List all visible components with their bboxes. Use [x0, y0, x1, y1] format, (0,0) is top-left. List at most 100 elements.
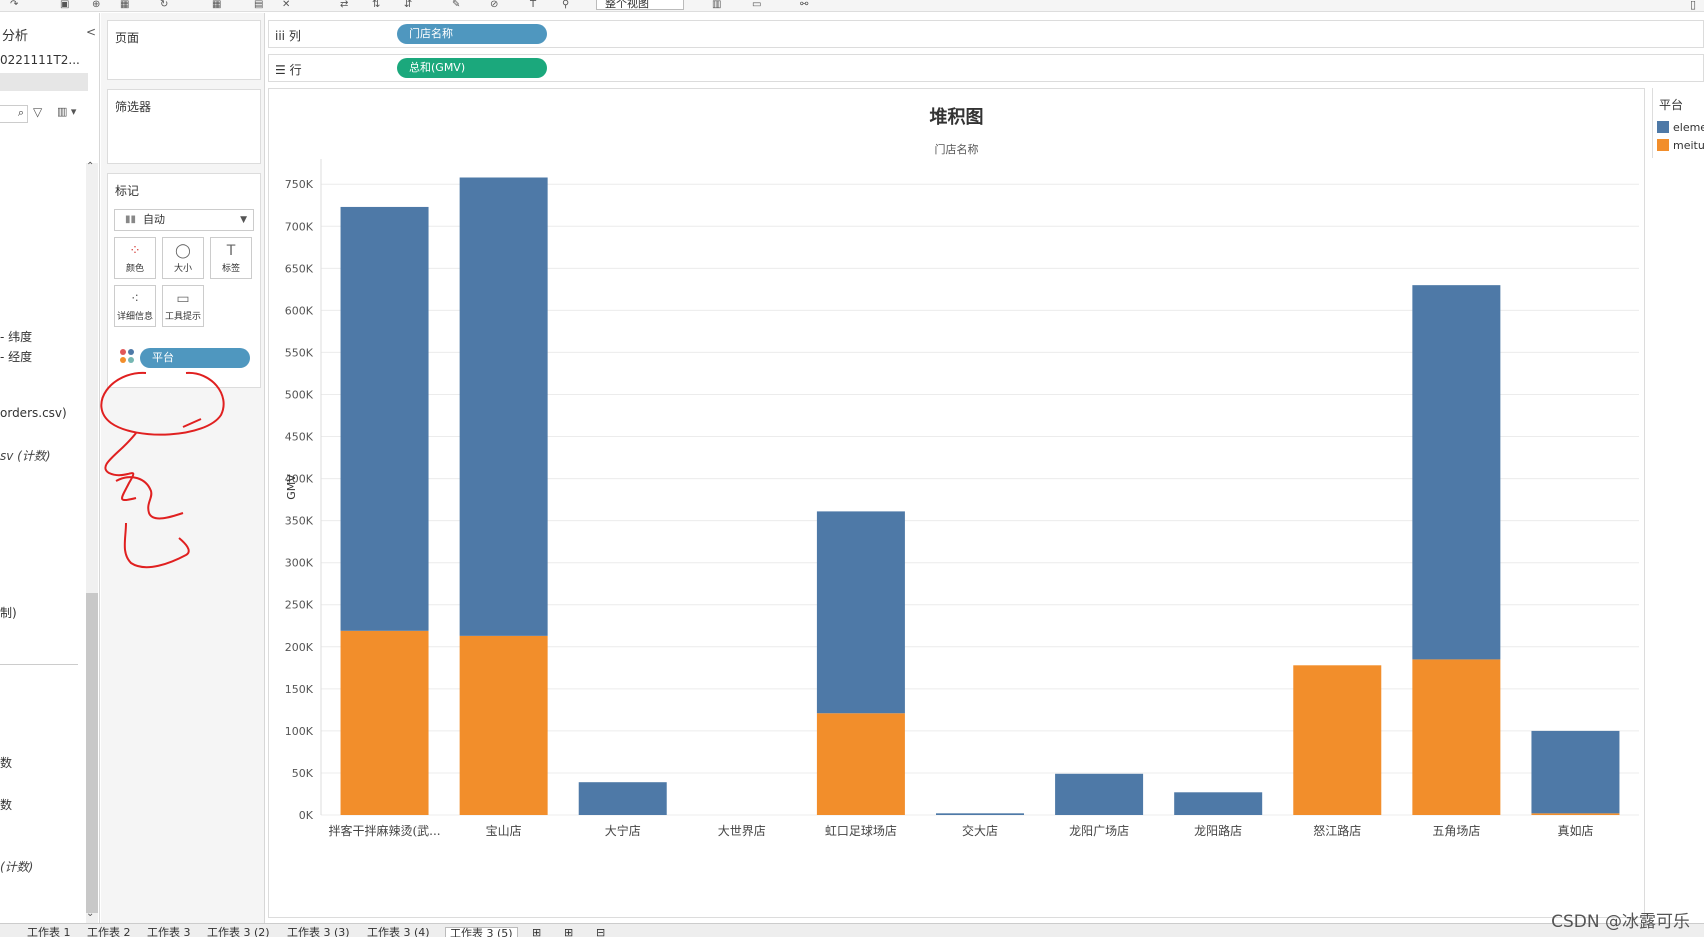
y-tick-label: 250K [285, 599, 314, 612]
bar-segment-meituan [1412, 659, 1501, 815]
columns-shelf[interactable]: iii 列 门店名称 [268, 20, 1704, 48]
pages-card[interactable]: 页面 [107, 20, 261, 80]
size-icon: ◯ [175, 243, 191, 259]
chart-view[interactable]: 堆积图 门店名称 0K 50K 100K 150K 200K 250K 300K 350K 40… [268, 88, 1645, 918]
columns-pill[interactable]: 门店名称 [397, 24, 547, 44]
divider [0, 664, 78, 665]
y-tick-label: 200K [285, 641, 314, 654]
data-pane-title[interactable]: 分析 [2, 29, 29, 44]
new-sheet-icon[interactable]: ▦ [120, 0, 130, 10]
tooltip-button[interactable]: ▭ 工具提示 [162, 285, 204, 327]
chart-column-header: 门店名称 [934, 143, 979, 156]
sheet-tabs: 工作表 1 工作表 2 工作表 3 工作表 3 (2) 工作表 3 (3) 工作… [0, 923, 1704, 937]
show-cards-icon[interactable]: ▥ [712, 0, 722, 10]
field-item[interactable]: - 纬度 [0, 330, 33, 344]
redo-icon[interactable]: ↷ [10, 0, 19, 10]
fit-view-dropdown[interactable]: 整个视图 [596, 0, 684, 10]
x-tick-label: 宝山店 [486, 824, 522, 838]
field-item[interactable]: - 经度 [0, 350, 33, 364]
duplicate-icon[interactable]: ▤ [254, 0, 264, 10]
chevron-down-icon: ▼ [240, 215, 247, 225]
highlight-icon[interactable]: ✎ [452, 0, 461, 10]
columns-shelf-label: iii 列 [275, 27, 301, 44]
columns-label: 列 [288, 29, 301, 43]
filters-card-title: 筛选器 [115, 100, 152, 114]
sheet-tab[interactable]: 工作表 3 (3) [287, 926, 350, 937]
label-icon: T [226, 243, 236, 259]
rows-shelf[interactable]: ☰ 行 总和(GMV) [268, 54, 1704, 82]
y-tick-label: 300K [285, 557, 314, 570]
color-field-pill[interactable]: 平台 [140, 348, 250, 368]
x-tick-label: 龙阳广场店 [1069, 824, 1129, 838]
legend-item-meituan[interactable]: meituan [1657, 139, 1704, 152]
y-tick-label: 400K [285, 473, 314, 486]
rows-pill[interactable]: 总和(GMV) [397, 58, 547, 78]
view-options-icon[interactable]: ▥ ▾ [57, 105, 77, 118]
save-icon[interactable]: ▣ [60, 0, 70, 10]
presentation-icon[interactable]: ▭ [752, 0, 762, 10]
refresh-icon[interactable]: ↻ [160, 0, 169, 10]
legend[interactable]: 平台 eleme meituan [1652, 88, 1704, 158]
new-sheet-tab-icon[interactable]: ⊞ [532, 926, 542, 937]
sort-asc-icon[interactable]: ⇅ [372, 0, 381, 10]
field-item[interactable]: 数 [0, 756, 13, 770]
sheet-tab[interactable]: 工作表 3 (2) [207, 926, 270, 937]
legend-label: eleme [1673, 121, 1704, 134]
sheet-tab[interactable]: 工作表 3 (4) [367, 926, 430, 937]
rows-icon: ☰ [275, 63, 286, 77]
bar-segment-meituan [459, 635, 548, 815]
legend-title: 平台 [1659, 98, 1684, 112]
share-icon[interactable]: ⚯ [800, 0, 809, 10]
y-tick-label: 500K [285, 388, 314, 401]
sheet-tab[interactable]: 工作表 3 [147, 926, 191, 937]
field-item[interactable]: (计数) [0, 860, 34, 874]
detail-button[interactable]: ⁖ 详细信息 [114, 285, 156, 327]
bar-segment-eleme [340, 206, 429, 631]
chart-title: 堆积图 [929, 107, 984, 128]
y-tick-label: 150K [285, 683, 314, 696]
sheet-tab-active[interactable]: 工作表 3 (5) [445, 927, 518, 937]
datasource-name[interactable]: 0221111T2... [0, 53, 80, 67]
chart-svg: 0K 50K 100K 150K 200K 250K 300K 350K 400K 450K 500… [285, 159, 1639, 838]
search-icon[interactable]: ⌕ [0, 105, 28, 123]
sheet-tab[interactable]: 工作表 1 [27, 926, 71, 937]
mark-type-dropdown[interactable]: ▮▮ 自动 ▼ [114, 209, 254, 231]
field-item[interactable]: sv (计数) [0, 449, 51, 463]
tooltip-icon: ▭ [176, 291, 190, 307]
bar-segment-eleme [1412, 285, 1501, 660]
label-button[interactable]: T 标签 [210, 237, 252, 279]
y-tick-label: 100K [285, 725, 314, 738]
new-datasource-icon[interactable]: ⊕ [92, 0, 101, 10]
new-worksheet-icon[interactable]: ▦ [212, 0, 222, 10]
clear-icon[interactable]: ✕ [282, 0, 291, 10]
field-item[interactable]: orders.csv) [0, 406, 67, 420]
field-item[interactable]: 数 [0, 798, 13, 812]
bar-segment-meituan [340, 630, 429, 815]
y-tick-label: 50K [292, 767, 314, 780]
size-button[interactable]: ◯ 大小 [162, 237, 204, 279]
color-button[interactable]: ⁘ 颜色 [114, 237, 156, 279]
scrollbar-thumb[interactable] [86, 593, 98, 913]
label-icon[interactable]: T [530, 0, 537, 10]
sort-desc-icon[interactable]: ⇵ [404, 0, 413, 10]
bar-segment-eleme [459, 177, 548, 636]
sheet-tab[interactable]: 工作表 2 [87, 926, 131, 937]
field-item[interactable]: 制) [0, 606, 17, 620]
new-story-tab-icon[interactable]: ⊟ [596, 926, 606, 937]
y-tick-label: 750K [285, 178, 314, 191]
legend-swatch [1657, 121, 1669, 133]
scroll-down-icon[interactable]: ⌄ [86, 908, 95, 919]
legend-item-eleme[interactable]: eleme [1657, 121, 1704, 134]
bar-chart-icon: ▮▮ [125, 214, 137, 225]
show-me-icon[interactable]: ▯ [1689, 0, 1696, 11]
y-tick-label: 600K [285, 304, 314, 317]
filters-card[interactable]: 筛选器 [107, 89, 261, 164]
collapse-icon[interactable]: < [86, 25, 97, 39]
new-dashboard-tab-icon[interactable]: ⊞ [564, 926, 574, 937]
swap-icon[interactable]: ⇄ [340, 0, 349, 10]
pages-card-title: 页面 [115, 31, 140, 45]
scroll-up-icon[interactable]: ⌃ [86, 161, 95, 172]
group-icon[interactable]: ⊘ [490, 0, 499, 10]
pin-icon[interactable]: ⚲ [562, 0, 570, 10]
filter-icon[interactable]: ▽ [33, 105, 43, 119]
